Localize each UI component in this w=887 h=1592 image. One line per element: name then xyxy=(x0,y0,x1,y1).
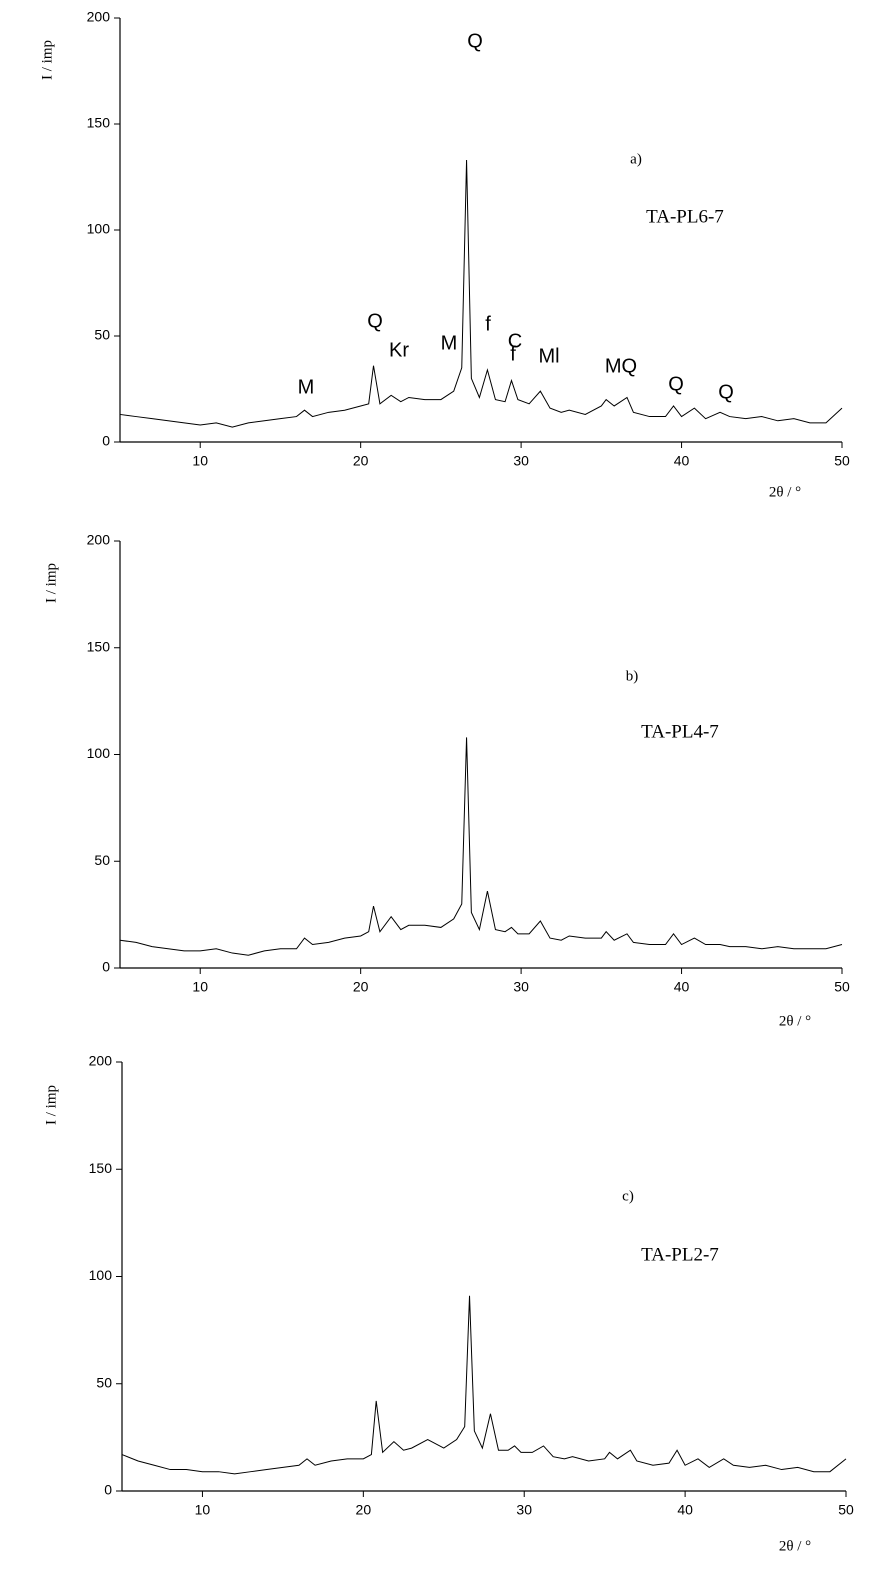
phase-annotation: M xyxy=(441,332,458,354)
x-axis-label: 2θ / ° xyxy=(779,1538,811,1554)
xrd-pattern xyxy=(121,1295,847,1475)
x-tick-label: 20 xyxy=(353,979,369,995)
phase-annotation: Ml xyxy=(538,345,559,367)
x-tick-label: 10 xyxy=(192,453,208,469)
x-axis-label: 2θ / ° xyxy=(779,1013,811,1029)
x-tick-label: 40 xyxy=(674,979,690,995)
panel-label: b) xyxy=(626,668,639,684)
phase-annotation: Q xyxy=(718,381,734,403)
phase-annotation: Q xyxy=(367,310,383,332)
x-tick-label: 20 xyxy=(356,1502,372,1518)
y-tick-label: 150 xyxy=(89,1160,113,1176)
phase-annotation: Kr xyxy=(389,339,409,361)
x-tick-label: 30 xyxy=(513,453,529,469)
y-tick-label: 200 xyxy=(87,9,111,25)
y-tick-label: 100 xyxy=(87,221,111,237)
panel-label: a) xyxy=(630,151,642,167)
y-axis-label: I / imp xyxy=(43,1085,59,1125)
y-tick-label: 200 xyxy=(89,1053,113,1069)
y-tick-label: 0 xyxy=(102,433,110,449)
x-axis-label: 2θ / ° xyxy=(769,484,801,500)
y-axis-label: I / imp xyxy=(43,563,59,603)
x-tick-label: 10 xyxy=(195,1502,211,1518)
phase-annotation: MQ xyxy=(605,355,637,377)
y-axis-label: I / imp xyxy=(39,40,55,80)
x-tick-label: 50 xyxy=(834,453,850,469)
x-tick-label: 10 xyxy=(192,979,208,995)
x-tick-label: 30 xyxy=(516,1502,532,1518)
y-tick-label: 150 xyxy=(87,115,111,131)
panel-label: c) xyxy=(622,1188,634,1204)
x-tick-label: 40 xyxy=(677,1502,693,1518)
y-tick-label: 0 xyxy=(102,959,110,975)
y-tick-label: 50 xyxy=(96,1374,112,1390)
y-tick-label: 50 xyxy=(94,327,110,343)
x-tick-label: 20 xyxy=(353,453,369,469)
phase-annotation: C xyxy=(508,330,522,352)
y-tick-label: 0 xyxy=(104,1482,112,1498)
xrd-pattern xyxy=(119,160,843,428)
y-tick-label: 50 xyxy=(94,852,110,868)
xrd-pattern xyxy=(119,737,843,956)
sample-label: TA-PL4-7 xyxy=(641,721,719,742)
y-tick-label: 150 xyxy=(87,638,111,654)
sample-label: TA-PL6-7 xyxy=(646,206,724,227)
phase-annotation: Q xyxy=(668,373,684,395)
y-tick-label: 100 xyxy=(87,745,111,761)
phase-annotation: f xyxy=(510,343,516,365)
x-tick-label: 50 xyxy=(838,1502,854,1518)
sample-label: TA-PL2-7 xyxy=(641,1244,719,1265)
x-tick-label: 40 xyxy=(674,453,690,469)
phase-annotation: f xyxy=(485,313,491,335)
y-tick-label: 200 xyxy=(87,532,111,548)
phase-annotation: M xyxy=(298,376,315,398)
y-tick-label: 100 xyxy=(89,1267,113,1283)
x-tick-label: 30 xyxy=(513,979,529,995)
phase-annotation: Q xyxy=(467,30,483,52)
x-tick-label: 50 xyxy=(834,979,850,995)
